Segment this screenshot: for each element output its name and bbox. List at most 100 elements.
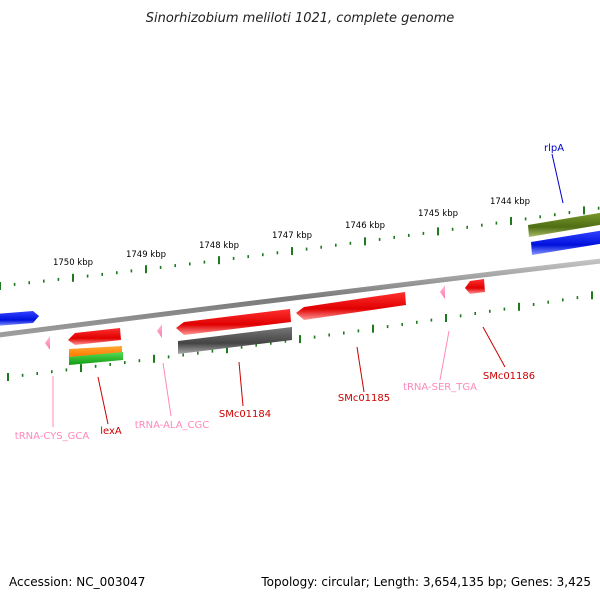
trna-arrow-ser[interactable] bbox=[440, 285, 445, 299]
outer-ruler-minor-tick bbox=[305, 247, 308, 251]
leader-lexa bbox=[97, 376, 109, 425]
inner-ruler-minor-tick bbox=[357, 329, 360, 333]
inner-ruler-minor-tick bbox=[547, 300, 549, 304]
feature-blue-rlpa[interactable] bbox=[531, 230, 600, 255]
gene-arrow-smc01186[interactable] bbox=[465, 279, 485, 294]
inner-ruler-minor-tick bbox=[211, 349, 214, 353]
outer-ruler-minor-tick bbox=[422, 231, 425, 235]
inner-ruler-major-tick bbox=[372, 324, 374, 333]
inner-ruler-minor-tick bbox=[284, 339, 287, 343]
label-smc01184[interactable]: SMc01184 bbox=[219, 409, 271, 420]
label-trna-ser[interactable]: tRNA-SER_TGA bbox=[403, 382, 477, 393]
inner-ruler-minor-tick bbox=[576, 296, 579, 300]
leader-trna-ser bbox=[439, 330, 450, 381]
gene-arrow-smc01185[interactable] bbox=[296, 292, 406, 320]
inner-ruler-minor-tick bbox=[182, 353, 184, 357]
inner-ruler-minor-tick bbox=[138, 359, 141, 363]
inner-ruler-minor-tick bbox=[36, 372, 38, 375]
inner-ruler-major-tick bbox=[518, 302, 520, 311]
outer-ruler-major-tick bbox=[145, 265, 147, 274]
trna-arrow-cys[interactable] bbox=[45, 336, 50, 350]
inner-ruler-minor-tick bbox=[109, 363, 111, 366]
outer-ruler-minor-tick bbox=[335, 243, 337, 247]
inner-ruler-minor-tick bbox=[240, 345, 243, 349]
outer-ruler-major-tick bbox=[0, 282, 1, 290]
label-smc01186[interactable]: SMc01186 bbox=[483, 371, 535, 382]
inner-ruler-minor-tick bbox=[459, 314, 462, 318]
gene-arrow-blue-left[interactable] bbox=[0, 311, 39, 326]
outer-ruler-minor-tick bbox=[262, 253, 264, 257]
second-row-features bbox=[69, 212, 600, 365]
feature-gray[interactable] bbox=[178, 327, 292, 354]
outer-ruler-major-tick bbox=[291, 247, 293, 255]
outer-ruler-minor-tick bbox=[539, 215, 541, 219]
feature-labels: rlpA lexA tRNA-CYS_GCA tRNA-ALA_CGC SMc0… bbox=[15, 143, 564, 442]
inner-ruler-minor-tick bbox=[489, 309, 491, 313]
outer-ruler-minor-tick bbox=[568, 211, 571, 214]
outer-ruler-minor-tick bbox=[101, 272, 103, 276]
outer-ruler-major-tick bbox=[218, 256, 220, 265]
label-trna-ala[interactable]: tRNA-ALA_CGC bbox=[135, 420, 210, 431]
gene-arrow-lexa[interactable] bbox=[68, 328, 121, 345]
inner-ruler-minor-tick bbox=[270, 341, 272, 345]
inner-ruler-minor-tick bbox=[532, 303, 535, 306]
inner-ruler-minor-tick bbox=[313, 335, 316, 339]
leader-rlpa bbox=[551, 153, 564, 204]
trna-arrow-ala[interactable] bbox=[157, 324, 162, 338]
kbp-label-1748: 1748 kbp bbox=[199, 241, 239, 251]
leader-smc01184 bbox=[238, 361, 244, 407]
outer-ruler-minor-tick bbox=[276, 251, 279, 255]
inner-ruler-minor-tick bbox=[416, 320, 418, 324]
inner-ruler-minor-tick bbox=[51, 370, 53, 374]
map-title: Sinorhizobium meliloti 1021, complete ge… bbox=[146, 11, 455, 26]
feature-green[interactable] bbox=[69, 352, 123, 365]
outer-ruler-minor-tick bbox=[28, 281, 30, 285]
inner-ruler-minor-tick bbox=[503, 307, 506, 311]
inner-ruler-minor-tick bbox=[328, 333, 330, 337]
outer-ruler bbox=[0, 206, 600, 290]
leader-lines bbox=[52, 153, 564, 427]
outer-ruler-minor-tick bbox=[378, 237, 381, 241]
outer-ruler-minor-tick bbox=[116, 271, 118, 275]
outer-ruler-minor-tick bbox=[408, 233, 410, 237]
label-smc01185[interactable]: SMc01185 bbox=[338, 393, 390, 404]
topology-text: Topology: circular; Length: 3,654,135 bp… bbox=[260, 575, 591, 589]
feature-olive[interactable] bbox=[528, 212, 600, 237]
outer-ruler-minor-tick bbox=[451, 227, 454, 231]
outer-ruler-major-tick bbox=[364, 237, 366, 246]
kbp-label-1749: 1749 kbp bbox=[126, 250, 166, 260]
outer-ruler-major-tick bbox=[583, 206, 585, 215]
outer-ruler-minor-tick bbox=[203, 260, 206, 264]
kbp-label-1750: 1750 kbp bbox=[53, 258, 93, 268]
outer-ruler-minor-tick bbox=[13, 282, 16, 286]
inner-ruler-major-tick bbox=[445, 314, 447, 322]
inner-ruler-major-tick bbox=[299, 335, 301, 344]
outer-ruler-major-tick bbox=[437, 227, 439, 236]
outer-ruler-minor-tick bbox=[393, 235, 395, 239]
outer-ruler-major-tick bbox=[510, 217, 512, 225]
kbp-label-1745: 1745 kbp bbox=[418, 209, 458, 219]
ruler-labels: 1750 kbp 1749 kbp 1748 kbp 1747 kbp 1746… bbox=[53, 197, 530, 268]
label-lexa[interactable]: lexA bbox=[100, 426, 122, 437]
inner-ruler-minor-tick bbox=[94, 364, 97, 368]
inner-ruler-minor-tick bbox=[124, 361, 126, 365]
outer-ruler-minor-tick bbox=[159, 265, 162, 269]
inner-ruler-minor-tick bbox=[386, 325, 389, 329]
kbp-label-1746: 1746 kbp bbox=[345, 221, 385, 231]
leader-smc01186 bbox=[482, 326, 506, 368]
accession-text: Accession: NC_003047 bbox=[9, 575, 145, 589]
feature-orange[interactable] bbox=[69, 346, 122, 357]
inner-ruler-major-tick bbox=[226, 345, 228, 354]
label-trna-cys[interactable]: tRNA-CYS_GCA bbox=[15, 431, 90, 442]
inner-ruler-minor-tick bbox=[430, 318, 433, 322]
outer-ruler-minor-tick bbox=[174, 264, 176, 268]
inner-ruler-minor-tick bbox=[21, 373, 24, 377]
label-rlpa[interactable]: rlpA bbox=[544, 143, 564, 154]
gene-arrow-smc01184[interactable] bbox=[176, 309, 291, 335]
inner-ruler-minor-tick bbox=[65, 368, 68, 372]
outer-ruler-minor-tick bbox=[554, 213, 556, 217]
outer-ruler-minor-tick bbox=[57, 277, 60, 281]
kbp-label-1747: 1747 kbp bbox=[272, 231, 312, 241]
inner-ruler-major-tick bbox=[153, 354, 155, 363]
